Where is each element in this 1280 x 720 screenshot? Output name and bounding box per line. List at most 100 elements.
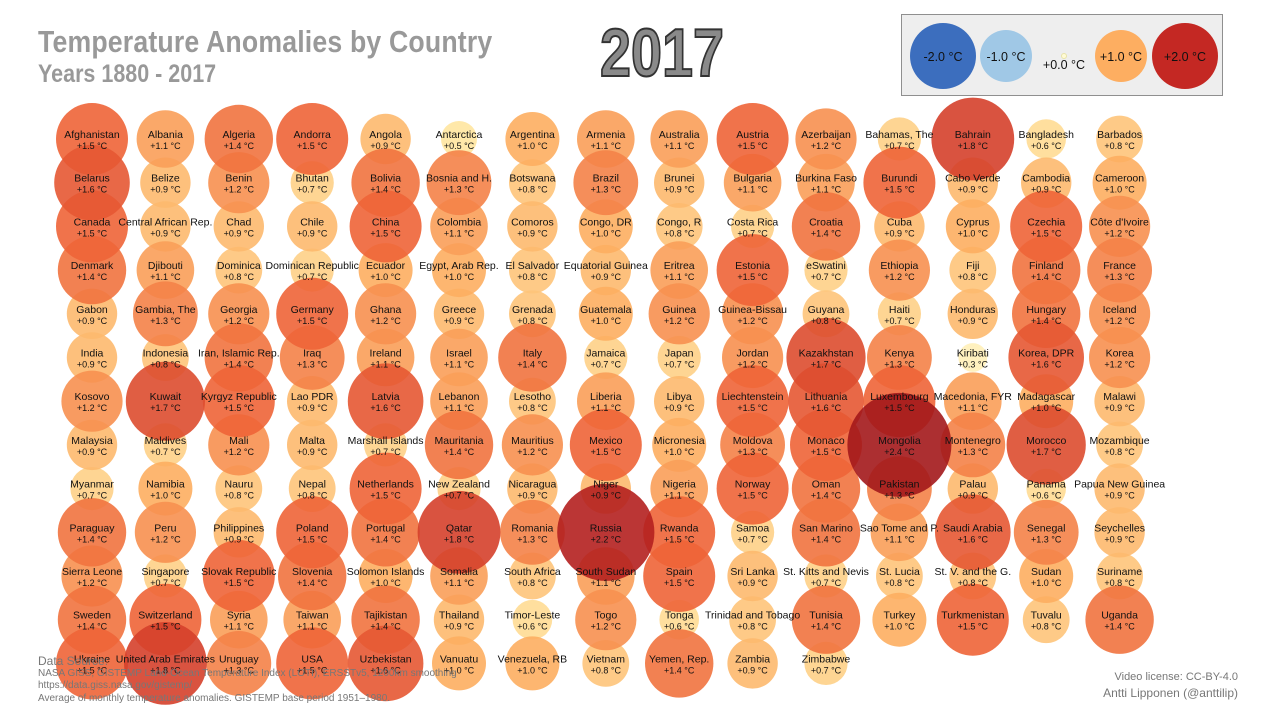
bubble-montenegro xyxy=(940,412,1006,478)
bubble-suriname xyxy=(1096,552,1143,600)
country-label: Thailand xyxy=(439,610,479,622)
country-label: Lao PDR xyxy=(291,391,334,403)
bubble-nepal xyxy=(288,465,336,512)
anomaly-value-label: +1.1 °C xyxy=(444,228,475,238)
bubble-congo-dr xyxy=(578,199,633,254)
bubble-thailand xyxy=(433,594,485,645)
anomaly-value-label: +1.4 °C xyxy=(444,447,475,457)
anomaly-value-label: +1.5 °C xyxy=(884,403,915,413)
anomaly-value-label: +0.7 °C xyxy=(811,578,842,588)
bubble-burundi xyxy=(863,146,936,219)
country-label: Kenya xyxy=(885,348,915,360)
country-label: Belarus xyxy=(74,173,110,185)
anomaly-value-label: +0.8 °C xyxy=(224,491,255,501)
country-label: Czechia xyxy=(1027,216,1065,228)
anomaly-value-label: +0.8 °C xyxy=(811,316,842,326)
country-label: Sweden xyxy=(73,610,111,622)
color-legend: -2.0 °C -1.0 °C +0.0 °C +1.0 °C +2.0 °C xyxy=(901,14,1223,96)
country-label: Myanmar xyxy=(70,479,114,491)
bubble-tonga xyxy=(659,599,699,640)
anomaly-value-label: +0.7 °C xyxy=(884,141,915,151)
bubble-eswatini xyxy=(804,248,848,292)
country-label: Russia xyxy=(590,522,622,534)
country-label: Greece xyxy=(442,304,477,316)
country-label: Iran, Islamic Rep. xyxy=(198,348,280,360)
country-label: Liechtenstein xyxy=(722,391,784,403)
bubble-equatorial-guinea xyxy=(580,244,631,296)
bubble-eritrea xyxy=(650,241,708,299)
bubble-liberia xyxy=(577,372,635,431)
country-label: St. Kitts and Nevis xyxy=(783,566,869,578)
country-label: Uganda xyxy=(1101,610,1138,622)
bubble-antarctica xyxy=(441,121,477,157)
anomaly-value-label: +1.1 °C xyxy=(444,360,475,370)
anomaly-value-label: +0.5 °C xyxy=(444,141,475,151)
anomaly-value-label: +0.8 °C xyxy=(517,403,548,413)
bubble-bosnia-and-h xyxy=(426,150,492,216)
bubble-kiribati xyxy=(958,343,988,372)
country-label: Tonga xyxy=(665,610,694,622)
anomaly-value-label: +0.7 °C xyxy=(444,491,475,501)
country-label: Ecuador xyxy=(366,260,406,272)
anomaly-value-label: +1.1 °C xyxy=(150,272,181,282)
country-label: Morocco xyxy=(1026,435,1066,447)
country-label: Trinidad and Tobago xyxy=(705,610,800,622)
bubble-portugal xyxy=(351,498,420,567)
anomaly-value-label: +0.8 °C xyxy=(958,272,989,282)
anomaly-value-label: +1.4 °C xyxy=(1104,622,1135,632)
country-label: Korea, DPR xyxy=(1018,348,1074,360)
bubble-micronesia xyxy=(652,417,707,472)
anomaly-value-label: +0.8 °C xyxy=(1031,622,1062,632)
country-label: Namibia xyxy=(146,479,185,491)
anomaly-value-label: +1.0 °C xyxy=(444,272,475,282)
country-label: Costa Rica xyxy=(727,216,779,228)
bubble-japan xyxy=(657,335,701,380)
anomaly-value-label: +1.6 °C xyxy=(77,185,108,195)
anomaly-value-label: +1.0 °C xyxy=(1031,578,1062,588)
country-label: Congo, DR xyxy=(580,216,632,228)
anomaly-value-label: +0.9 °C xyxy=(150,228,181,238)
bubble-barbados xyxy=(1096,115,1143,163)
country-label: San Marino xyxy=(799,522,853,534)
anomaly-value-label: +0.9 °C xyxy=(1104,491,1135,501)
bubble-morocco xyxy=(1006,405,1086,485)
bubble-cuba xyxy=(874,201,925,252)
anomaly-value-label: +0.9 °C xyxy=(297,403,328,413)
anomaly-value-label: +1.4 °C xyxy=(77,622,108,632)
bubble-botswana xyxy=(509,159,556,207)
country-label: Peru xyxy=(154,522,176,534)
country-label: Japan xyxy=(665,348,694,360)
country-label: Dominican Republic xyxy=(266,260,359,272)
country-label: Montenegro xyxy=(945,435,1001,447)
country-label: Canada xyxy=(74,216,111,228)
bubble-libya xyxy=(654,376,705,427)
bubble-armenia xyxy=(577,110,635,168)
anomaly-value-label: +1.7 °C xyxy=(150,403,181,413)
anomaly-value-label: +0.7 °C xyxy=(737,228,768,238)
anomaly-value-label: +1.5 °C xyxy=(591,447,622,457)
anomaly-value-label: +1.4 °C xyxy=(297,578,328,588)
bubble-tunisia xyxy=(791,585,861,654)
anomaly-value-label: +1.5 °C xyxy=(958,622,989,632)
anomaly-value-label: +0.6 °C xyxy=(1031,491,1062,501)
bubble-cyprus xyxy=(945,199,1000,254)
legend-bubbles: -2.0 °C -1.0 °C +0.0 °C +1.0 °C +2.0 °C xyxy=(910,23,1218,89)
country-label: Dominica xyxy=(217,260,261,272)
country-label: Slovenia xyxy=(292,566,332,578)
bubble-st-lucia xyxy=(876,552,923,600)
bubble-trinidad-and-tobago xyxy=(729,596,776,644)
country-label: Sierra Leone xyxy=(62,566,122,578)
anomaly-value-label: +1.0 °C xyxy=(884,622,915,632)
bubble-guyana xyxy=(802,290,850,338)
bubble-latvia xyxy=(347,363,424,440)
country-label: Kiribati xyxy=(957,348,989,360)
bubble-uganda xyxy=(1085,585,1154,654)
country-label: Andorra xyxy=(294,129,332,141)
bubble-ecuador xyxy=(358,243,413,298)
anomaly-value-label: +1.3 °C xyxy=(517,534,548,544)
anomaly-value-label: +1.2 °C xyxy=(370,316,401,326)
anomaly-value-label: +1.2 °C xyxy=(224,185,255,195)
bubble-ireland xyxy=(356,328,415,387)
country-label: Switzerland xyxy=(138,610,192,622)
